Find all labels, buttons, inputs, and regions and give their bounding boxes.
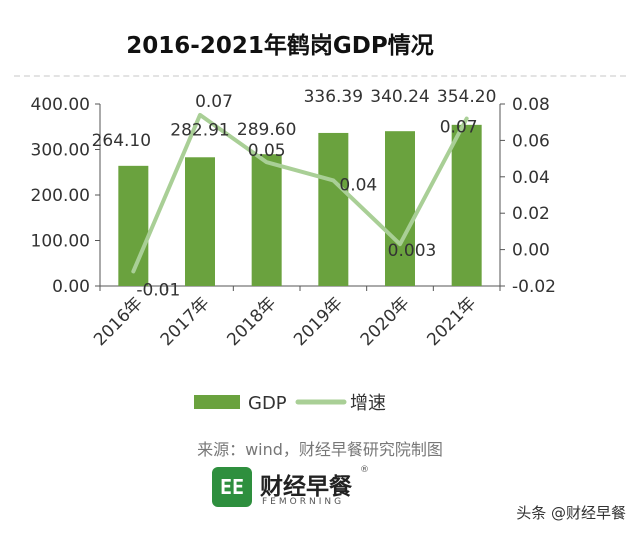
growth-data-label: 0.07 bbox=[195, 92, 233, 112]
gdp-bar bbox=[185, 157, 215, 286]
y-right-tick-label: 0.06 bbox=[512, 131, 550, 151]
y-left-tick-label: 300.00 bbox=[31, 141, 90, 161]
gdp-data-label: 282.91 bbox=[170, 120, 229, 140]
brand-registered-mark: ® bbox=[360, 465, 369, 475]
x-tick-label: 2019年 bbox=[290, 293, 347, 350]
gdp-bar bbox=[385, 131, 415, 286]
gdp-bar bbox=[451, 124, 482, 287]
legend-growth-label: 增速 bbox=[350, 393, 386, 414]
legend-gdp-label: GDP bbox=[248, 393, 287, 414]
x-tick-label: 2020年 bbox=[357, 293, 414, 350]
y-left-tick-label: 0.00 bbox=[52, 277, 90, 297]
combo-chart: 0.00 100.00 200.00 300.00 400.00 -0.02 0.00 0.0… bbox=[31, 87, 556, 414]
y-right-tick-label: -0.02 bbox=[512, 277, 556, 297]
gdp-bar bbox=[318, 132, 349, 286]
brand-name: 财经早餐 bbox=[260, 474, 352, 500]
y-left-tick-label: 200.00 bbox=[31, 186, 90, 206]
gdp-data-label: 289.60 bbox=[237, 120, 296, 140]
legend-gdp-swatch bbox=[194, 395, 240, 409]
y-right-tick-label: 0.00 bbox=[512, 241, 550, 261]
x-tick-label: 2016年 bbox=[90, 293, 147, 350]
x-tick-label: 2017年 bbox=[157, 293, 214, 350]
gdp-data-label: 336.39 bbox=[304, 87, 363, 107]
growth-data-label: 0.003 bbox=[388, 241, 437, 261]
y-right-tick-label: 0.02 bbox=[512, 204, 550, 224]
growth-data-label: 0.07 bbox=[440, 118, 478, 138]
gdp-data-label: 354.20 bbox=[437, 87, 496, 107]
title-divider bbox=[14, 75, 626, 77]
watermark: 头条 @财经早餐 bbox=[516, 504, 626, 522]
growth-data-label: 0.05 bbox=[248, 141, 286, 161]
gdp-data-label: 264.10 bbox=[92, 131, 151, 151]
x-tick-label: 2018年 bbox=[223, 293, 280, 350]
growth-data-label: -0.01 bbox=[136, 280, 180, 300]
y-left-tick-label: 400.00 bbox=[31, 95, 90, 115]
brand-logo-icon: EE bbox=[212, 467, 252, 507]
brand-subtitle: FEMORNING bbox=[262, 497, 345, 507]
gdp-data-label: 340.24 bbox=[370, 87, 429, 107]
growth-data-label: 0.04 bbox=[339, 175, 377, 195]
chart-title: 2016-2021年鹤岗GDP情况 bbox=[126, 33, 434, 59]
y-left-tick-label: 100.00 bbox=[31, 232, 90, 252]
source-note: 来源：wind，财经早餐研究院制图 bbox=[197, 440, 443, 459]
x-tick-label: 2021年 bbox=[423, 293, 480, 350]
gdp-bar bbox=[251, 154, 282, 286]
y-right-tick-label: 0.08 bbox=[512, 95, 550, 115]
y-right-tick-label: 0.04 bbox=[512, 168, 550, 188]
growth-line bbox=[131, 112, 469, 274]
gdp-bar bbox=[118, 165, 149, 286]
